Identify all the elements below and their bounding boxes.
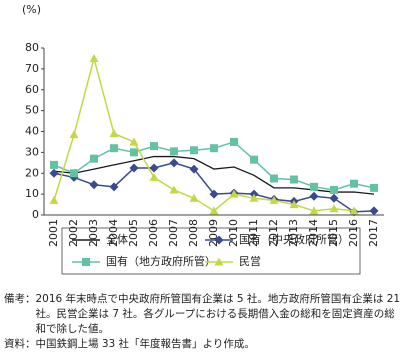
legend-label: 全体 <box>106 232 128 246</box>
marker <box>349 206 359 215</box>
marker <box>90 154 98 163</box>
marker <box>370 183 378 192</box>
x-tick-label: 2004 <box>107 219 120 247</box>
chart: (%) 0 10 20 30 40 50 60 70 80 2001 2002 2003 2004 200… <box>22 3 384 275</box>
marker <box>210 144 218 153</box>
notes: 備考： 2016 年末時点で中央政府所管国有企業は 5 社。地方政府所管国有企業は… <box>4 292 404 352</box>
y-tick-label: 70 <box>25 62 39 75</box>
note-text: 2016 年末時点で中央政府所管国有企業は 5 社。地方政府所管国有企業は 21… <box>35 293 401 335</box>
x-tick-label: 2017 <box>367 219 380 247</box>
note-label: 備考： <box>4 293 36 305</box>
y-tick-label: 10 <box>25 187 39 200</box>
marker <box>289 200 299 209</box>
note-label: 資料： <box>4 338 36 350</box>
legend-label: 国有（地方政府所管） <box>106 254 216 268</box>
marker <box>290 175 298 184</box>
legend-marker <box>214 235 224 245</box>
y-tick-label: 80 <box>25 41 39 54</box>
y-tick-label: 20 <box>25 166 39 179</box>
marker <box>130 148 138 157</box>
marker <box>149 172 159 181</box>
x-tick-label: 2006 <box>147 219 160 247</box>
note-text: 中国鉄鋼上場 33 社「年度報告書」より作成。 <box>35 338 255 350</box>
y-tick-label: 30 <box>25 145 39 158</box>
marker <box>309 206 319 215</box>
marker <box>270 174 278 183</box>
x-tick-label: 2013 <box>287 219 300 247</box>
marker <box>229 189 239 198</box>
marker <box>209 189 219 199</box>
legend-label: 民営 <box>239 254 261 268</box>
marker <box>49 168 59 178</box>
marker <box>49 195 59 204</box>
marker <box>169 185 179 194</box>
marker <box>250 155 258 164</box>
marker <box>149 163 159 173</box>
note: 資料： 中国鉄鋼上場 33 社「年度報告書」より作成。 <box>4 337 404 352</box>
x-tick-label: 2008 <box>187 219 200 247</box>
x-tick-label: 2016 <box>347 219 360 247</box>
x-tick-label: 2007 <box>167 219 180 247</box>
marker <box>230 137 238 146</box>
marker <box>70 169 78 178</box>
marker <box>150 142 158 151</box>
y-tick-label: 0 <box>32 208 39 221</box>
y-unit: (%) <box>22 3 41 16</box>
x-tick-label: 2011 <box>247 219 260 247</box>
x-tick-label: 2015 <box>327 219 340 247</box>
series-line <box>53 162 375 213</box>
marker <box>350 179 358 188</box>
marker <box>110 144 118 153</box>
marker <box>189 193 199 202</box>
note: 備考： 2016 年末時点で中央政府所管国有企業は 5 社。地方政府所管国有企業は… <box>4 292 404 337</box>
legend-marker <box>82 258 90 266</box>
marker <box>109 129 119 138</box>
x-tick-label: 2012 <box>267 219 280 247</box>
marker <box>189 164 199 174</box>
marker <box>190 146 198 155</box>
x-tick-label: 2005 <box>127 219 140 247</box>
marker <box>170 147 178 156</box>
legend-marker <box>214 257 224 266</box>
marker <box>369 206 379 216</box>
marker <box>129 163 139 173</box>
marker <box>89 180 99 190</box>
x-tick-label: 2014 <box>307 219 320 247</box>
marker <box>330 185 338 194</box>
marker <box>329 193 339 203</box>
legend-box <box>61 227 361 275</box>
marker <box>109 182 119 192</box>
marker <box>69 130 79 139</box>
marker <box>310 182 318 191</box>
marker <box>249 193 259 202</box>
x-tick-label: 2001 <box>47 219 60 247</box>
marker <box>89 53 99 62</box>
marker <box>269 195 279 204</box>
y-tick-label: 40 <box>25 125 39 138</box>
x-tick-label: 2002 <box>67 219 80 247</box>
series-line <box>53 155 375 195</box>
series-line <box>53 55 355 212</box>
marker <box>50 160 58 169</box>
legend-label: 国有（中央政府所管） <box>239 232 349 246</box>
marker <box>169 158 179 168</box>
x-tick-label: 2003 <box>87 219 100 247</box>
marker <box>329 204 339 213</box>
y-tick-label: 50 <box>25 104 39 117</box>
marker <box>309 191 319 201</box>
marker <box>209 206 219 215</box>
y-tick-label: 60 <box>25 83 39 96</box>
marker <box>129 137 139 146</box>
